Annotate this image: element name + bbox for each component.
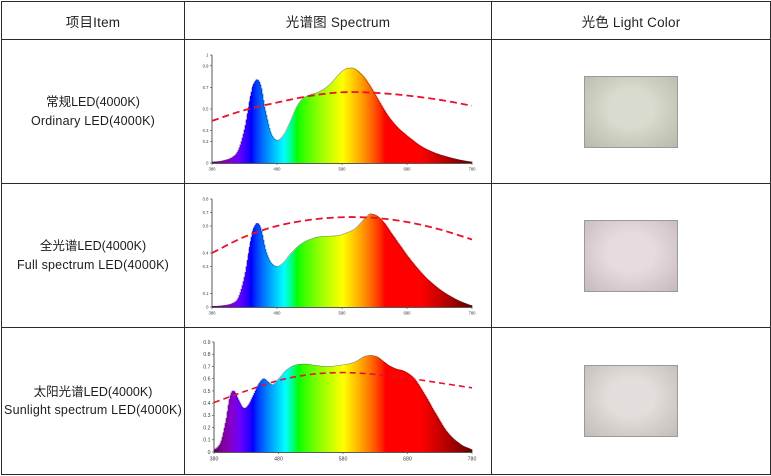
svg-text:580: 580 <box>339 310 347 315</box>
spectrum-chart-svg: 0 0.1 0.3 0.4 0.6 0.7 0.8 380 480 580 680 780 <box>203 196 477 315</box>
svg-text:0.8: 0.8 <box>203 352 210 358</box>
swatch-holder <box>492 219 770 292</box>
spectrum-cell-ordinary: 0 0.2 0.3 0.5 0.7 0.9 1 380 480 580 680 780 <box>184 39 492 184</box>
item-cell-full-spectrum: 全光谱LED(4000K) Full spectrum LED(4000K) <box>1 183 185 328</box>
svg-text:780: 780 <box>468 457 477 463</box>
svg-text:780: 780 <box>469 310 477 315</box>
svg-text:680: 680 <box>404 310 412 315</box>
table-row: 常规LED(4000K) Ordinary LED(4000K) 0 0.2 0.3… <box>1 39 771 184</box>
svg-text:580: 580 <box>339 166 347 171</box>
spectrum-chart-ordinary: 0 0.2 0.3 0.5 0.7 0.9 1 380 480 580 680 780 <box>185 40 491 183</box>
spectrum-chart-svg: 0 0.1 0.2 0.3 0.4 0.5 0.6 0.7 0.8 0.9 380 480 580 680… <box>203 340 477 463</box>
light-color-cell-full-spectrum <box>491 183 771 328</box>
spectrum-chart-svg: 0 0.2 0.3 0.5 0.7 0.9 1 380 480 580 680 780 <box>203 52 477 171</box>
spectrum-chart-sunlight-spectrum: 0 0.1 0.2 0.3 0.4 0.5 0.6 0.7 0.8 0.9 380 480 580 680… <box>185 328 491 474</box>
svg-text:480: 480 <box>274 310 282 315</box>
svg-text:0.3: 0.3 <box>203 128 209 133</box>
item-label: 常规LED(4000K) Ordinary LED(4000K) <box>2 93 184 129</box>
svg-text:0.7: 0.7 <box>203 364 210 370</box>
svg-text:680: 680 <box>403 457 412 463</box>
spectrum-chart-full-spectrum: 0 0.1 0.3 0.4 0.6 0.7 0.8 380 480 580 680 780 <box>185 184 491 327</box>
item-cell-sunlight-spectrum: 太阳光谱LED(4000K) Sunlight spectrum LED(400… <box>1 327 185 475</box>
svg-text:0: 0 <box>208 450 211 456</box>
svg-text:480: 480 <box>274 457 283 463</box>
light-color-swatch <box>584 365 678 437</box>
svg-text:0.9: 0.9 <box>203 63 209 68</box>
item-label-cn: 全光谱LED(4000K) <box>39 239 147 254</box>
svg-text:580: 580 <box>339 457 348 463</box>
item-label: 全光谱LED(4000K) Full spectrum LED(4000K) <box>2 237 184 273</box>
table-header-row: 项目Item 光谱图 Spectrum 光色 Light Color <box>1 1 771 40</box>
svg-text:0.1: 0.1 <box>203 438 210 444</box>
svg-text:0.6: 0.6 <box>203 377 210 383</box>
svg-text:780: 780 <box>469 166 477 171</box>
svg-text:0.7: 0.7 <box>203 84 209 89</box>
table-row: 太阳光谱LED(4000K) Sunlight spectrum LED(400… <box>1 327 771 475</box>
light-color-cell-ordinary <box>491 39 771 184</box>
svg-text:0.6: 0.6 <box>203 223 209 228</box>
svg-text:0.5: 0.5 <box>203 106 209 111</box>
svg-text:0.3: 0.3 <box>203 413 210 419</box>
item-label-cn: 常规LED(4000K) <box>46 95 140 110</box>
svg-text:0: 0 <box>206 304 209 309</box>
swatch-holder <box>492 365 770 437</box>
header-spectrum: 光谱图 Spectrum <box>184 1 492 40</box>
svg-text:0.7: 0.7 <box>203 210 209 215</box>
svg-text:0: 0 <box>206 160 209 165</box>
svg-text:380: 380 <box>209 166 217 171</box>
spectrum-cell-sunlight-spectrum: 0 0.1 0.2 0.3 0.4 0.5 0.6 0.7 0.8 0.9 380 480 580 680… <box>184 327 492 475</box>
light-color-cell-sunlight-spectrum <box>491 327 771 475</box>
svg-text:380: 380 <box>209 310 217 315</box>
header-light-color: 光色 Light Color <box>491 1 771 40</box>
svg-text:0.2: 0.2 <box>203 425 210 431</box>
svg-text:480: 480 <box>274 166 282 171</box>
svg-text:0.4: 0.4 <box>203 250 209 255</box>
item-cell-ordinary: 常规LED(4000K) Ordinary LED(4000K) <box>1 39 185 184</box>
item-label-cn: 太阳光谱LED(4000K) <box>33 384 153 399</box>
table-row: 全光谱LED(4000K) Full spectrum LED(4000K) 0… <box>1 183 771 328</box>
svg-text:0.3: 0.3 <box>203 264 209 269</box>
svg-text:380: 380 <box>210 457 219 463</box>
item-label: 太阳光谱LED(4000K) Sunlight spectrum LED(400… <box>2 383 184 419</box>
svg-text:0.9: 0.9 <box>203 340 210 346</box>
header-item: 项目Item <box>1 1 185 40</box>
svg-text:0.2: 0.2 <box>203 138 209 143</box>
item-label-en: Ordinary LED(4000K) <box>31 113 155 128</box>
spectrum-cell-full-spectrum: 0 0.1 0.3 0.4 0.6 0.7 0.8 380 480 580 680 780 <box>184 183 492 328</box>
light-color-swatch <box>584 75 678 148</box>
svg-text:1: 1 <box>206 52 209 57</box>
svg-text:0.5: 0.5 <box>203 389 210 395</box>
svg-text:0.1: 0.1 <box>203 291 209 296</box>
item-label-en: Full spectrum LED(4000K) <box>16 257 170 272</box>
svg-text:0.8: 0.8 <box>203 196 209 201</box>
svg-text:0.4: 0.4 <box>203 401 210 407</box>
svg-text:680: 680 <box>404 166 412 171</box>
item-label-en: Sunlight spectrum LED(4000K) <box>4 403 182 417</box>
swatch-holder <box>492 75 770 148</box>
light-color-swatch <box>584 219 678 292</box>
